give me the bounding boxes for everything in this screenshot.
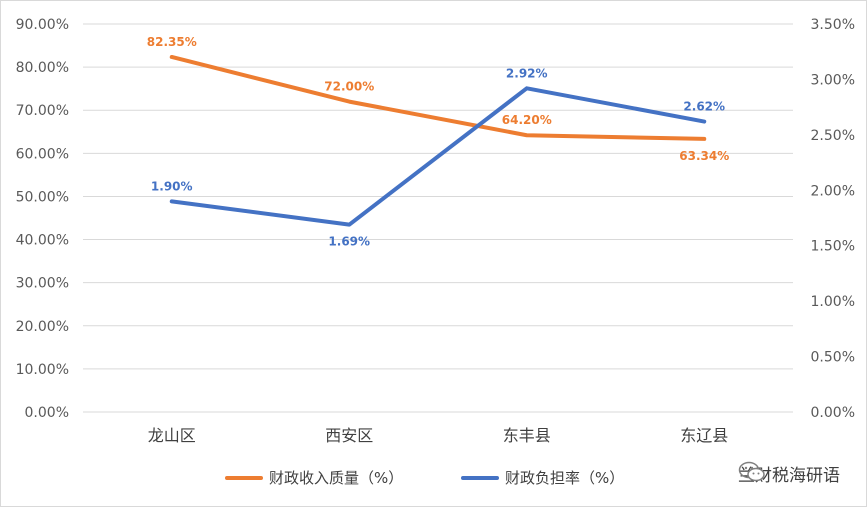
data-label: 2.62% (683, 100, 725, 114)
x-category-label: 东丰县 (503, 426, 551, 445)
data-label: 1.90% (151, 179, 193, 193)
x-category-label: 西安区 (325, 426, 373, 445)
x-category-label: 东辽县 (680, 426, 728, 445)
legend-label: 财政收入质量（%） (269, 469, 403, 487)
y-left-tick-label: 90.00% (16, 17, 69, 33)
y-left-tick-label: 40.00% (16, 233, 69, 249)
y-right-tick-label: 0.50% (811, 350, 855, 366)
y-left-tick-label: 50.00% (16, 189, 69, 205)
x-category-label: 龙山区 (148, 426, 196, 445)
y-left-tick-label: 70.00% (16, 103, 69, 119)
y-left-tick-label: 20.00% (16, 319, 69, 335)
series-line-0 (169, 54, 707, 141)
watermark: 兰财税海研语 (738, 461, 840, 486)
y-right-tick-label: 0.00% (811, 405, 855, 421)
y-right-tick-label: 1.50% (811, 239, 855, 255)
data-label: 64.20% (502, 113, 552, 127)
y-right-tick-label: 1.00% (811, 294, 855, 310)
y-left-tick-label: 30.00% (16, 276, 69, 292)
legend-label: 财政负担率（%） (505, 469, 624, 487)
y-right-tick-label: 2.00% (811, 183, 855, 199)
data-label: 82.35% (147, 35, 197, 49)
series-line-1 (169, 86, 707, 227)
wechat-icon (738, 461, 765, 482)
y-left-tick-label: 0.00% (25, 405, 69, 421)
y-right-tick-label: 3.50% (811, 17, 855, 33)
data-label: 72.00% (324, 80, 374, 94)
data-label: 2.92% (506, 66, 548, 80)
data-label: 63.34% (679, 149, 729, 163)
y-right-tick-label: 2.50% (811, 128, 855, 144)
y-left-tick-label: 80.00% (16, 60, 69, 76)
y-left-tick-label: 10.00% (16, 362, 69, 378)
y-right-tick-label: 3.00% (811, 72, 855, 88)
data-label: 1.69% (328, 235, 370, 249)
y-left-tick-label: 60.00% (16, 146, 69, 162)
